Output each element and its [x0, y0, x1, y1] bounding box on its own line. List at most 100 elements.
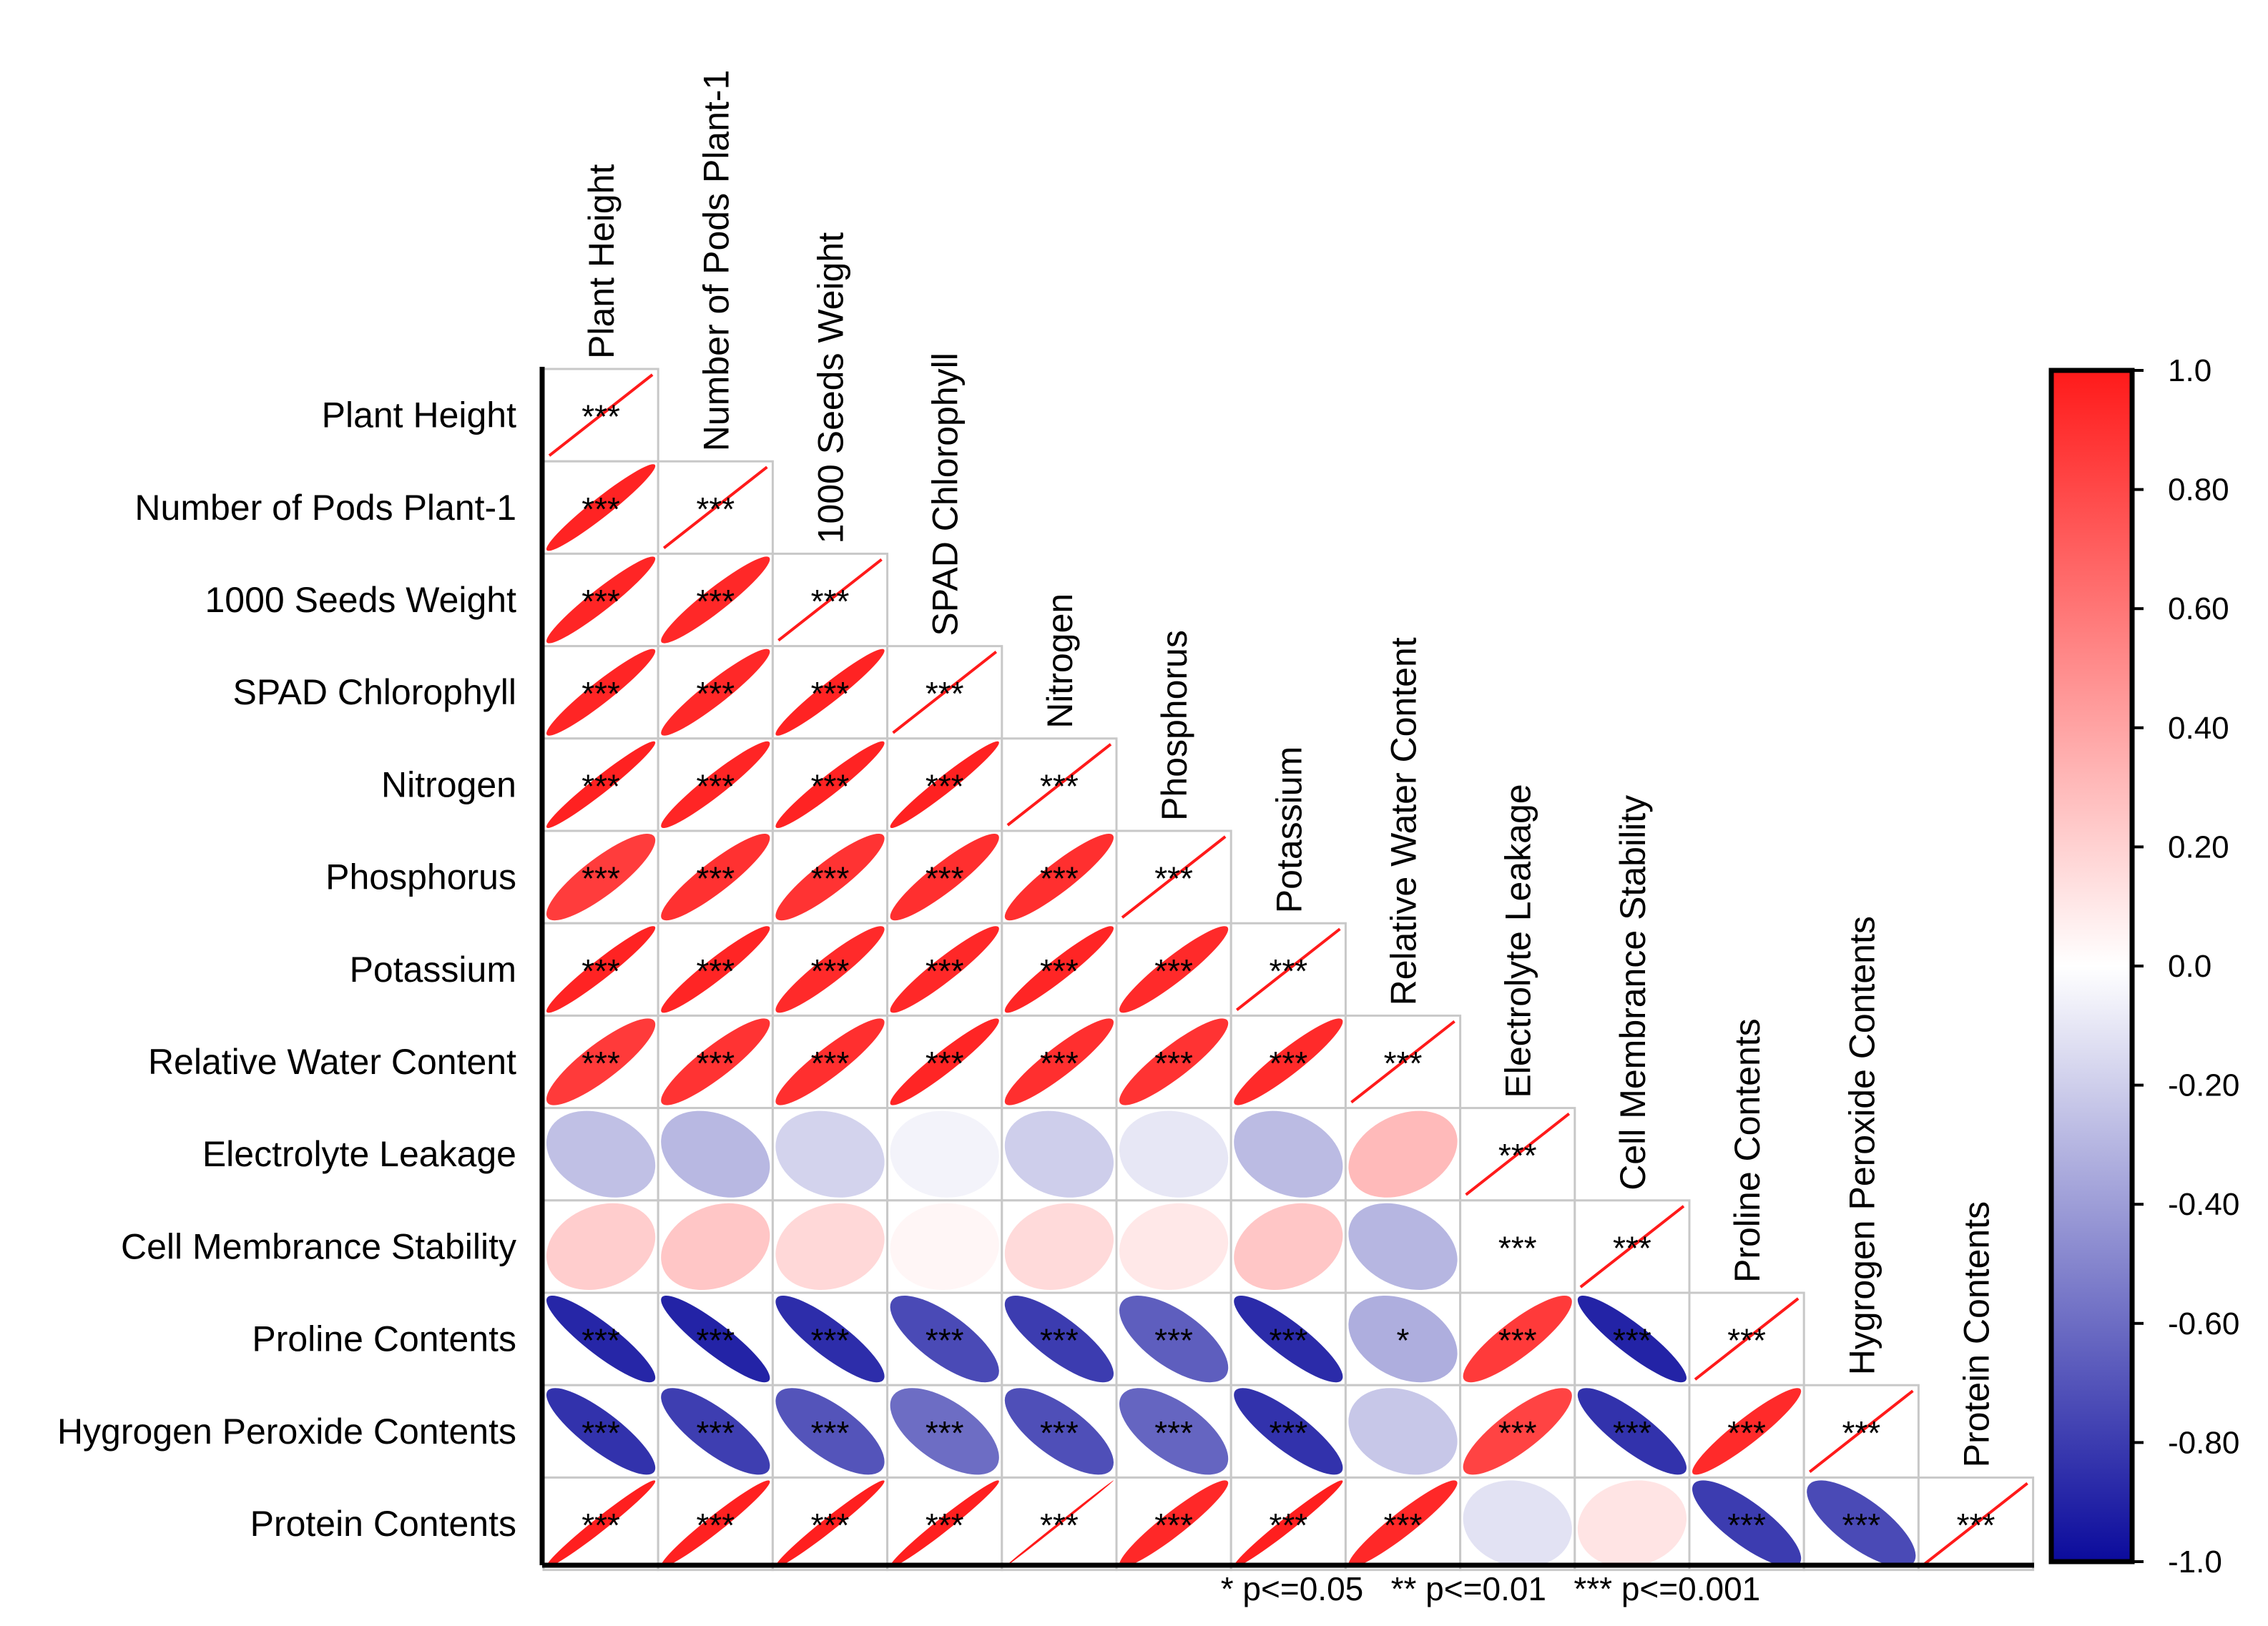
- correlation-ellipse: [1119, 1018, 1229, 1105]
- correlation-ellipse: [775, 926, 885, 1013]
- correlation-ellipse: [1004, 1388, 1114, 1475]
- correlation-cell: ***: [886, 1014, 1003, 1110]
- row-label: Potassium: [350, 950, 516, 990]
- colorbar-tick-label: 0.60: [2168, 591, 2229, 626]
- significance-mark: ***: [1269, 1507, 1307, 1544]
- significance-mark: ***: [926, 1507, 964, 1544]
- correlation-ellipse: [1234, 1480, 1343, 1567]
- correlation-ellipse: [775, 1203, 885, 1290]
- correlation-ellipse: [661, 1480, 770, 1567]
- significance-mark: ***: [696, 1414, 735, 1452]
- correlation-ellipse: [890, 834, 999, 921]
- correlation-ellipse: [890, 1480, 999, 1567]
- correlation-cell: ***: [1001, 737, 1118, 832]
- correlation-ellipse: [661, 556, 770, 644]
- correlation-cell: [771, 1199, 889, 1294]
- correlation-ellipse: [1577, 1480, 1687, 1567]
- significance-mark: ***: [1384, 1045, 1423, 1082]
- correlation-ellipse: [546, 1110, 656, 1198]
- significance-mark: ***: [1498, 1137, 1537, 1174]
- significance-mark: ***: [1498, 1414, 1537, 1452]
- correlation-cell: [1001, 1199, 1118, 1294]
- significance-mark: ***: [696, 767, 735, 804]
- correlation-ellipse: [661, 1203, 770, 1290]
- correlation-cell: ***: [771, 645, 889, 740]
- significance-mark: ***: [696, 1045, 735, 1082]
- column-label: Proline Contents: [1727, 1018, 1767, 1283]
- correlation-cell: ***: [542, 1384, 659, 1479]
- correlation-cell: ***: [1688, 1476, 1805, 1572]
- correlation-cell: ***: [542, 460, 659, 555]
- correlation-ellipse: [1119, 1388, 1229, 1475]
- column-label: Cell Membrance Stability: [1613, 795, 1653, 1191]
- correlation-cell: ***: [886, 922, 1003, 1017]
- correlation-cell: ***: [542, 737, 659, 832]
- diagonal-line-mark: [1350, 1020, 1455, 1104]
- correlation-cell: [1115, 1199, 1232, 1294]
- correlation-cell: ***: [771, 1476, 889, 1572]
- correlation-cell: ***: [1802, 1476, 1920, 1572]
- significance-mark: ***: [1842, 1507, 1880, 1544]
- correlation-cell: ***: [771, 1384, 889, 1479]
- column-label: SPAD Chlorophyll: [926, 353, 966, 636]
- correlation-ellipse: [890, 926, 999, 1013]
- correlation-cell: ***: [1229, 1014, 1347, 1110]
- colorbar-tick-label: -0.20: [2168, 1068, 2239, 1103]
- correlation-cell: ***: [542, 1476, 659, 1572]
- correlation-cell: [1229, 1107, 1347, 1202]
- correlation-cell: ***: [771, 1291, 889, 1386]
- significance-mark: ***: [581, 1322, 620, 1359]
- correlation-ellipse: [1119, 1296, 1229, 1383]
- column-label: Phosphorus: [1154, 630, 1194, 821]
- correlation-ellipse: [1348, 1480, 1458, 1567]
- correlation-cell: ***: [771, 552, 889, 648]
- significance-mark: ***: [811, 1414, 850, 1452]
- correlation-ellipse: [1463, 1296, 1572, 1383]
- significance-mark: ***: [1613, 1322, 1651, 1359]
- correlation-ellipse: [1348, 1203, 1458, 1290]
- correlation-cell: ***: [542, 922, 659, 1017]
- row-label: Number of Pods Plant-1: [134, 488, 516, 528]
- correlation-ellipse: [775, 1110, 885, 1198]
- correlation-ellipse: [1348, 1296, 1458, 1383]
- correlation-cell: [771, 1107, 889, 1202]
- row-label: Plant Height: [322, 395, 516, 435]
- significance-mark: ***: [696, 860, 735, 897]
- significance-mark: ***: [581, 491, 620, 528]
- correlation-cell: ***: [542, 829, 659, 925]
- correlation-cell: ***: [1115, 1291, 1232, 1386]
- significance-mark: ***: [1040, 1507, 1079, 1544]
- significance-mark: ***: [581, 1507, 620, 1544]
- correlation-ellipse: [546, 1018, 656, 1105]
- correlation-cell: ***: [1115, 1384, 1232, 1479]
- correlation-ellipse: [1004, 926, 1114, 1013]
- row-label: Electrolyte Leakage: [202, 1134, 516, 1174]
- row-labels: Plant Height Number of Pods Plant-1 1000 S…: [57, 395, 516, 1544]
- correlation-ellipse: [1234, 1203, 1343, 1290]
- correlation-ellipse: [1119, 926, 1229, 1013]
- significance-mark: ***: [1269, 1414, 1307, 1452]
- correlation-ellipse: [546, 834, 656, 921]
- significance-mark: ***: [581, 583, 620, 620]
- correlation-ellipse: [775, 649, 885, 736]
- correlation-cell: ***: [886, 1291, 1003, 1386]
- significance-mark: ***: [1269, 1322, 1307, 1359]
- significance-mark: ***: [811, 583, 850, 620]
- significance-mark: ***: [696, 675, 735, 712]
- significance-mark: ***: [1498, 1322, 1537, 1359]
- significance-mark: ***: [581, 860, 620, 897]
- significance-mark: ***: [1842, 1414, 1880, 1452]
- diagonal-line-mark: [1694, 1297, 1800, 1381]
- row-label: Phosphorus: [325, 857, 516, 897]
- colorbar-tick-label: 0.20: [2168, 829, 2229, 864]
- correlation-ellipse: [890, 741, 999, 828]
- colorbar-ticks: 1.0 0.80 0.60 0.40 0.20 0.0 -0.20 -0.40 -0.60 -0.…: [2132, 353, 2239, 1580]
- significance-mark: ***: [581, 1045, 620, 1082]
- correlation-ellipse: [1348, 1110, 1458, 1198]
- significance-mark: ***: [581, 952, 620, 990]
- correlation-cell: ***: [771, 922, 889, 1017]
- correlation-ellipse: [1119, 1203, 1229, 1290]
- correlation-cell: [886, 1199, 1003, 1294]
- significance-mark: ***: [1957, 1507, 1995, 1544]
- correlation-ellipse: [1004, 1296, 1114, 1383]
